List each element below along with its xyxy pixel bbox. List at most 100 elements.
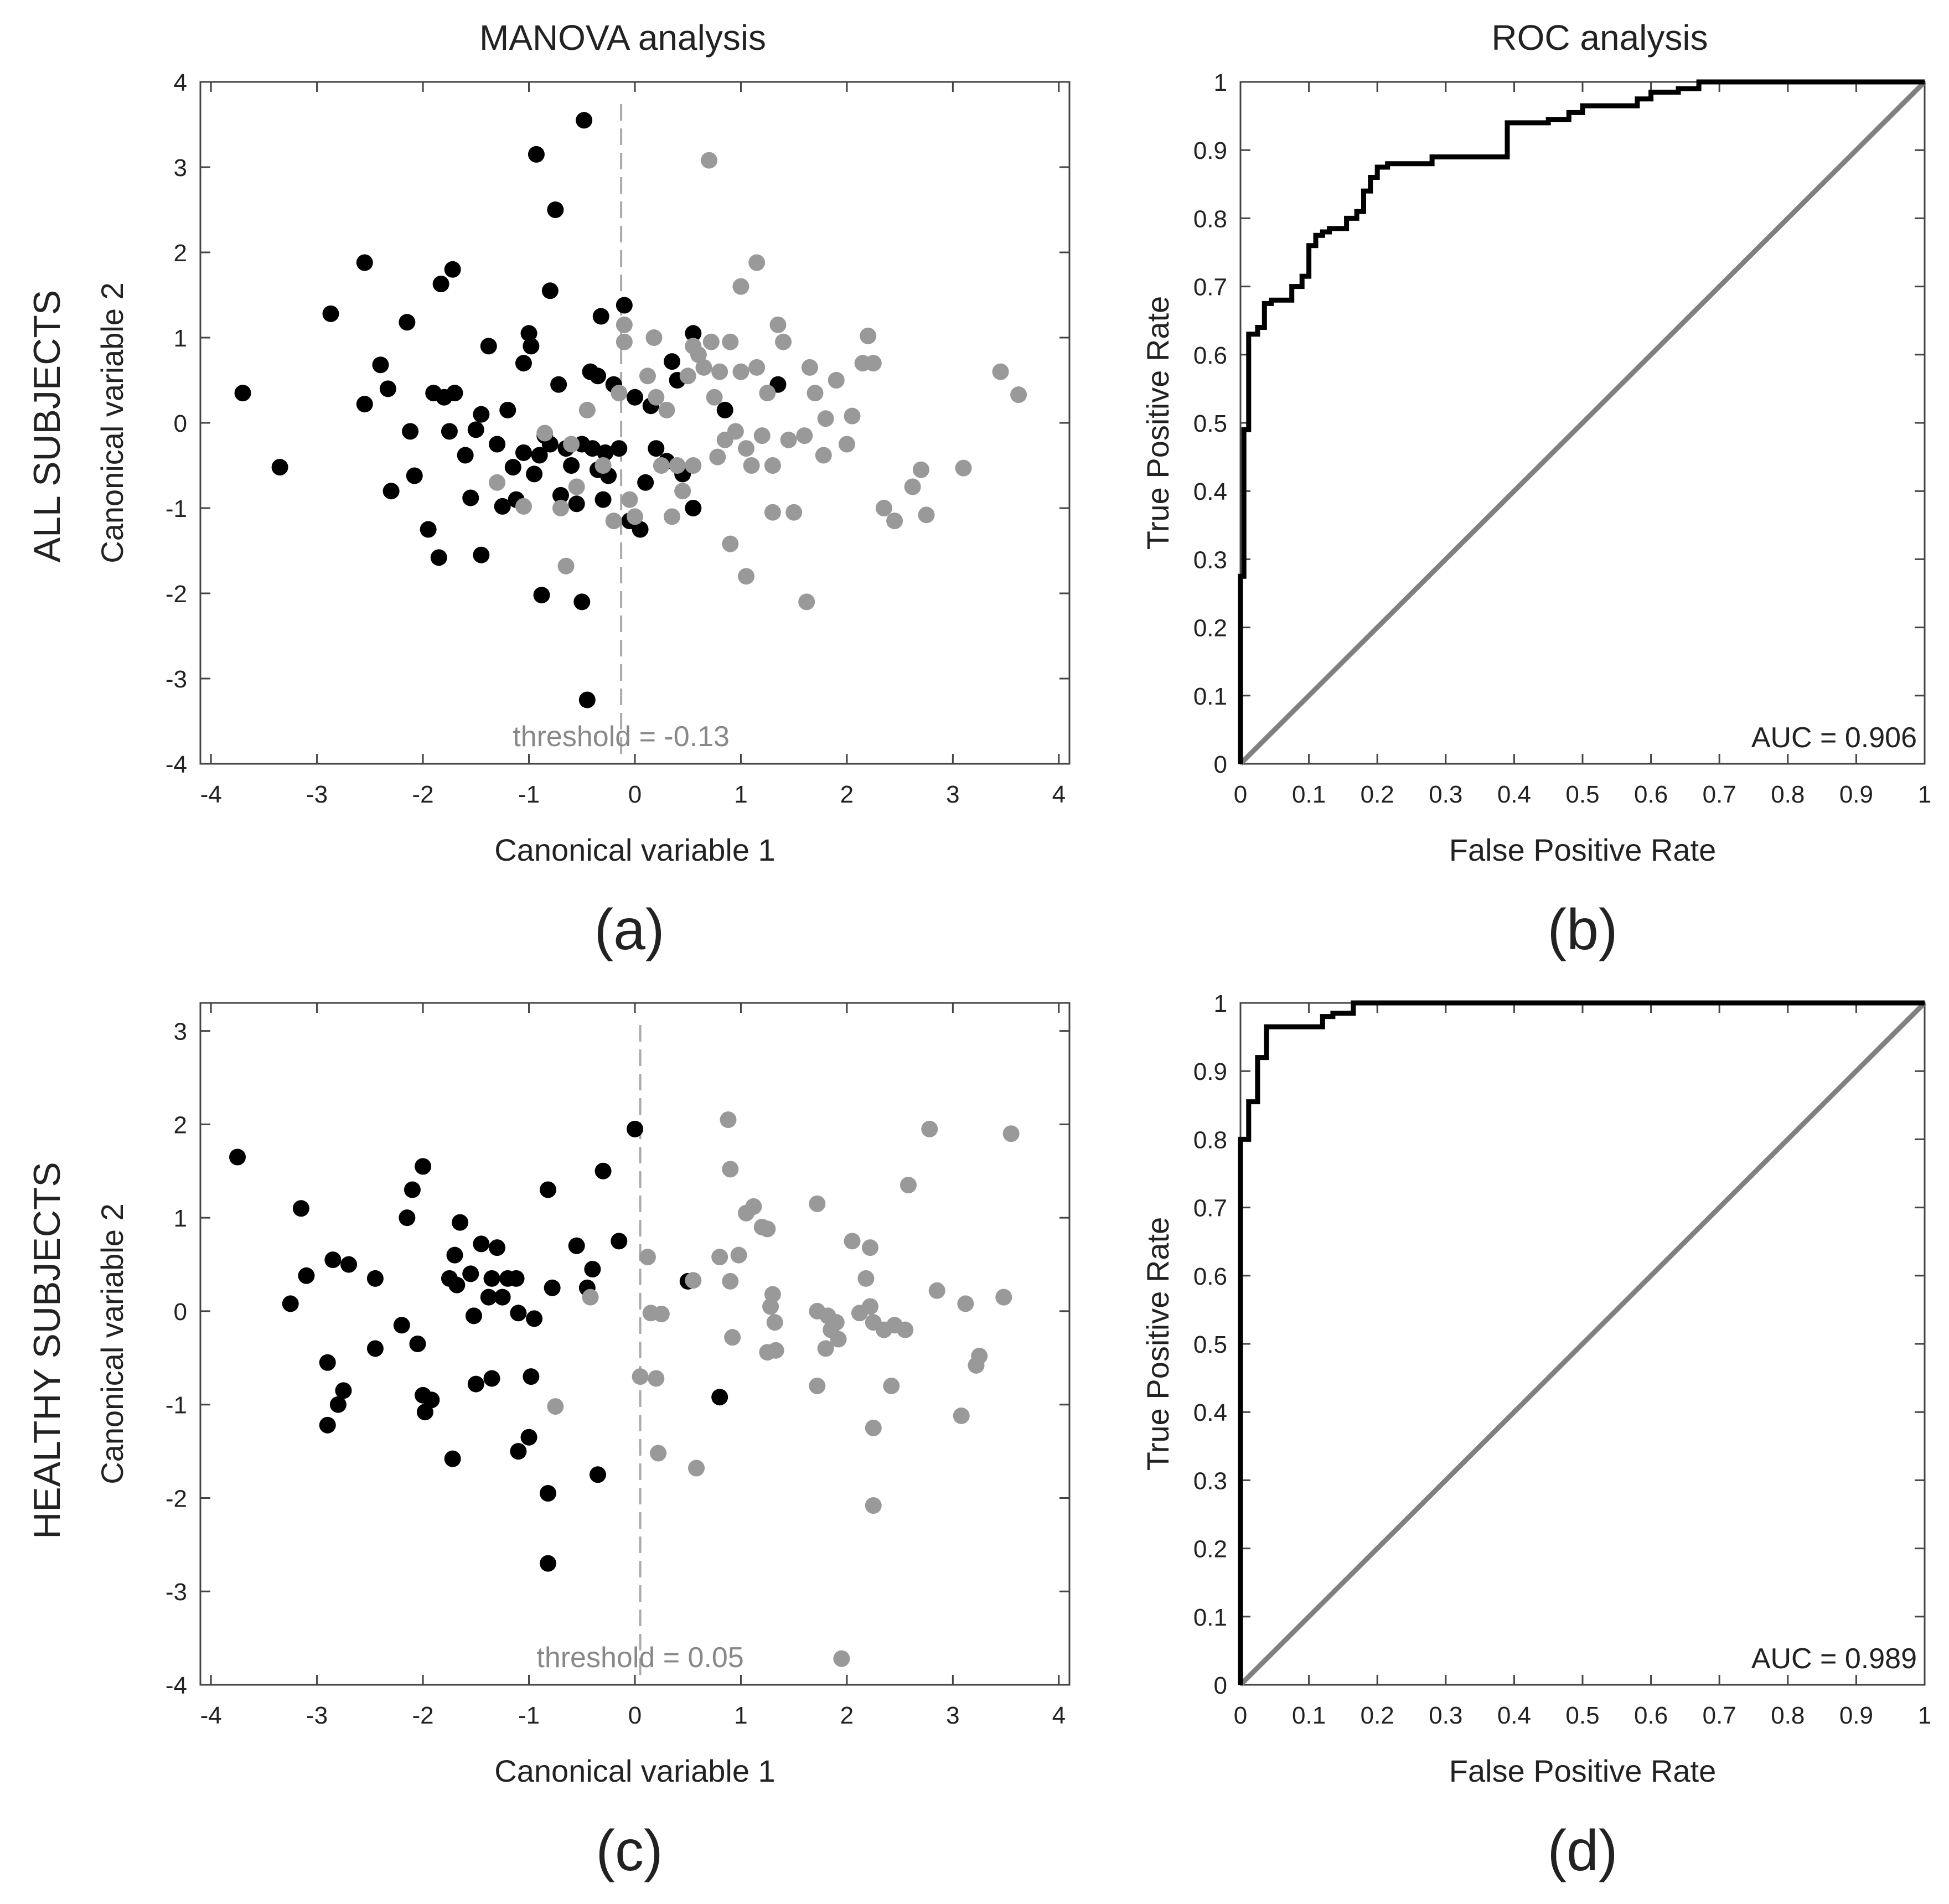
data-point-black <box>446 1246 463 1264</box>
roc-curve-line <box>1238 1000 1925 1685</box>
x-tick-label: 0.2 <box>1361 1702 1394 1729</box>
data-point-gray <box>536 425 554 442</box>
data-point-gray <box>748 254 766 271</box>
data-point-gray <box>815 447 832 464</box>
y-tick-label: 0.8 <box>1193 1126 1227 1153</box>
data-point-black <box>406 467 423 484</box>
data-point-gray <box>764 1286 781 1303</box>
y-tick-label: -1 <box>166 495 187 522</box>
chance-diagonal-line <box>1238 1001 1927 1687</box>
roc-curve-line <box>1238 79 1925 764</box>
data-point-black <box>319 1354 336 1371</box>
data-point-gray <box>897 1321 914 1338</box>
x-tick-label: -2 <box>412 1702 434 1729</box>
data-point-black <box>550 376 567 393</box>
data-point-black <box>544 1279 561 1296</box>
data-point-black <box>510 1443 527 1460</box>
data-point-black <box>510 1305 527 1322</box>
y-tick-label: 0.5 <box>1193 410 1227 437</box>
data-point-gray <box>809 1195 826 1212</box>
data-point-black <box>473 1235 490 1253</box>
data-point-black <box>627 389 643 406</box>
data-point-gray <box>785 504 803 521</box>
data-point-gray <box>732 363 749 380</box>
data-point-gray <box>886 513 903 530</box>
data-point-black <box>664 353 681 370</box>
data-point-black <box>444 1450 461 1467</box>
data-point-gray <box>857 1270 875 1287</box>
data-point-gray <box>632 1368 649 1385</box>
data-point-black <box>685 500 702 516</box>
data-point-gray <box>875 500 892 516</box>
data-point-black <box>473 546 490 563</box>
data-point-black <box>322 305 339 322</box>
data-point-gray <box>674 483 691 500</box>
x-axis-label: Canonical variable 1 <box>494 1753 775 1788</box>
data-point-black <box>597 444 614 461</box>
data-point-black <box>480 338 497 355</box>
data-point-gray <box>796 427 813 444</box>
data-point-black <box>494 498 511 515</box>
data-point-gray <box>711 363 728 380</box>
panel-d-roc: 0 0.1 0.2 0.3 0.4 0.5 0.6 0.7 0.8 0.9 1 0 0.1 0.2 0.3 0… <box>1140 990 1931 1883</box>
data-point-black <box>366 1340 384 1357</box>
threshold-label: threshold = -0.13 <box>513 721 730 753</box>
x-tick-label: 0.4 <box>1497 1702 1531 1729</box>
data-point-gray <box>766 1314 783 1331</box>
y-tick-label: -2 <box>166 581 187 608</box>
y-tick-label: -4 <box>166 1672 187 1699</box>
data-point-gray <box>833 1650 850 1667</box>
x-tick-label: 0.7 <box>1703 1702 1736 1729</box>
data-point-black <box>448 1276 466 1294</box>
data-point-gray <box>955 459 972 477</box>
data-point-gray <box>817 1340 834 1357</box>
data-point-black <box>489 436 506 453</box>
row-titles: ALL SUBJECTS HEALTHY SUBJECTS <box>26 290 68 1539</box>
plot-frame <box>199 1002 1071 1686</box>
y-tick-label: 0 <box>1214 751 1227 778</box>
data-point-black <box>578 691 596 708</box>
y-tick-label: 3 <box>174 1018 187 1046</box>
x-tick-label: 4 <box>1052 781 1066 808</box>
data-point-gray <box>702 333 720 350</box>
data-point-black <box>467 421 484 438</box>
data-point-gray <box>685 1272 702 1289</box>
data-point-gray <box>798 593 815 610</box>
data-point-gray <box>1010 386 1027 403</box>
panel-c-scatter: -4 -3 -2 -1 0 1 2 3 4 -4 -3 -2 -1 0 1 2 3 Canonical varia… <box>95 1002 1071 1883</box>
data-point-gray <box>918 506 935 524</box>
chance-diagonal-line <box>1238 80 1927 766</box>
data-point-gray <box>688 1460 705 1477</box>
data-point-gray <box>780 431 797 448</box>
data-point-gray <box>921 1120 938 1137</box>
data-point-gray <box>709 448 726 465</box>
y-tick-label: 0.7 <box>1193 274 1227 301</box>
data-point-black <box>533 587 550 604</box>
data-point-black <box>356 254 373 271</box>
data-point-gray <box>764 504 781 521</box>
data-point-black <box>523 1368 540 1385</box>
x-axis-label: False Positive Rate <box>1449 832 1716 867</box>
data-point-black <box>616 297 633 314</box>
data-point-gray <box>759 385 776 402</box>
data-point-black <box>319 1416 336 1434</box>
data-point-black <box>637 474 654 491</box>
data-point-gray <box>862 1239 879 1256</box>
data-point-gray <box>992 363 1009 380</box>
data-point-gray <box>769 316 787 333</box>
y-tick-label: 0.1 <box>1193 683 1227 710</box>
data-point-gray <box>594 457 612 474</box>
data-point-black <box>399 1209 416 1227</box>
y-tick-label: 0.4 <box>1193 1399 1227 1426</box>
x-tick-label: 0.7 <box>1703 781 1736 808</box>
data-point-gray <box>764 457 781 474</box>
x-tick-label: 3 <box>946 1702 959 1729</box>
data-point-black <box>234 385 251 402</box>
auc-annotation: AUC = 0.906 <box>1751 722 1917 754</box>
data-point-black <box>420 521 437 538</box>
data-point-gray <box>912 461 929 478</box>
data-point-black <box>716 401 733 418</box>
data-point-black <box>229 1148 246 1166</box>
data-point-black <box>462 489 479 506</box>
y-tick-label: -2 <box>166 1485 187 1512</box>
